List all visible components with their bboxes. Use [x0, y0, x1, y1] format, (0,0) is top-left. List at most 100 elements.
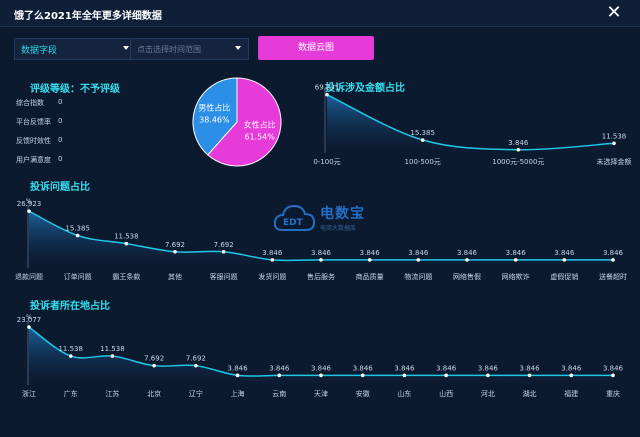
- rating-item-value: 0: [58, 155, 63, 163]
- data-point: [416, 258, 421, 262]
- data-label: 15.385: [410, 129, 435, 137]
- series-line: [326, 93, 615, 151]
- x-tick-label: 发货问题: [258, 272, 286, 281]
- data-point: [444, 373, 448, 378]
- logo-text: EDT: [283, 218, 304, 228]
- x-tick-label: 退款问题: [15, 272, 43, 281]
- area-fill: [29, 327, 613, 385]
- data-point: [486, 373, 490, 378]
- x-tick-label: 福建: [564, 389, 578, 398]
- data-point: [420, 138, 425, 142]
- rating-item-value: 0: [58, 136, 63, 144]
- data-label: 3.846: [228, 364, 249, 372]
- data-point: [110, 354, 115, 358]
- x-tick-label: 虚假促销: [550, 272, 578, 281]
- data-point: [277, 373, 282, 378]
- area-fill: [29, 211, 613, 268]
- data-label: 3.846: [508, 139, 529, 147]
- data-label: 7.692: [165, 241, 185, 249]
- x-tick-label: 山东: [397, 389, 411, 398]
- pie-slice: [192, 77, 238, 156]
- chevron-down-icon: [235, 46, 241, 50]
- rating-item-value: 0: [58, 98, 63, 106]
- data-label: 3.846: [506, 249, 527, 257]
- x-tick-label: 物流问题: [404, 272, 432, 281]
- x-tick-label: 1000元-5000元: [492, 158, 544, 166]
- watermark-name: 电数宝: [320, 206, 365, 222]
- y-unit-label: %: [26, 198, 32, 205]
- data-label: 3.846: [262, 249, 283, 257]
- y-unit-label: %: [26, 314, 32, 321]
- data-point: [612, 141, 616, 146]
- x-tick-label: 湖北: [523, 389, 537, 398]
- pie-slice: [207, 77, 282, 167]
- data-point: [562, 258, 567, 262]
- x-tick-label: 浙江: [22, 389, 36, 398]
- x-tick-label: 订单问题: [64, 272, 92, 281]
- x-tick-label: 辽宁: [189, 389, 203, 398]
- data-point: [68, 354, 73, 358]
- data-point: [402, 373, 407, 378]
- data-label: 7.692: [214, 241, 234, 249]
- pie-slice-label: 38.46%: [199, 115, 230, 124]
- data-label: 7.692: [144, 355, 164, 363]
- x-tick-label: 云南: [272, 389, 286, 398]
- rating-item-label: 反馈时效性: [16, 137, 51, 145]
- x-tick-label: 送餐超时: [599, 272, 627, 281]
- data-label: 3.846: [554, 249, 575, 257]
- data-label: 3.846: [520, 364, 541, 372]
- x-tick-label: 天津: [314, 390, 328, 398]
- data-label: 3.846: [408, 249, 429, 257]
- modal-titlebar: 饿了么2021年全年更多详细数据 ✕: [0, 0, 640, 27]
- data-label: 15.385: [65, 225, 90, 233]
- x-tick-label: 商品质量: [356, 272, 384, 281]
- rating-item-label: 用户满意度: [16, 156, 51, 164]
- watermark-logo: EDT 电数宝 电商大数据库: [272, 200, 382, 240]
- x-tick-label: 河北: [481, 390, 495, 398]
- data-label: 3.846: [311, 249, 332, 257]
- data-point: [235, 373, 240, 378]
- data-point: [152, 363, 156, 368]
- data-point: [465, 258, 469, 262]
- x-tick-label: 其他: [168, 272, 182, 281]
- data-point: [611, 258, 615, 262]
- data-point: [569, 373, 574, 378]
- data-point: [611, 373, 615, 378]
- data-point: [75, 233, 80, 238]
- cloud-chart-button[interactable]: 数据云图: [258, 36, 374, 60]
- x-tick-label: 广东: [64, 389, 78, 398]
- data-point: [221, 249, 226, 254]
- x-tick-label: 北京: [147, 389, 161, 398]
- amount-chart-title: 投诉涉及金额占比: [325, 83, 405, 94]
- chevron-down-icon: [123, 46, 129, 50]
- cloud-logo-icon: EDT: [273, 204, 316, 231]
- data-label: 26.923: [17, 200, 42, 208]
- pie-slice-name: 女性占比: [244, 120, 276, 130]
- data-point: [270, 258, 275, 262]
- x-tick-label: 山西: [439, 389, 453, 398]
- data-label: 11.538: [58, 345, 83, 353]
- dimension-select[interactable]: 数据字段: [14, 38, 131, 60]
- date-range-picker[interactable]: 点击选择时间范围: [130, 38, 249, 60]
- data-label: 3.846: [360, 249, 381, 257]
- dimension-select-value: 数据字段: [21, 46, 58, 56]
- rating-item-label: 平台反馈率: [16, 118, 51, 126]
- data-label: 11.538: [114, 233, 139, 241]
- x-tick-label: 网络欺诈: [502, 272, 530, 281]
- data-point: [27, 325, 31, 329]
- x-tick-label: 江苏: [105, 389, 119, 398]
- data-point: [367, 258, 372, 262]
- rating-item-label: 综合指数: [16, 99, 44, 107]
- location-chart-title: 投诉者所在地占比: [30, 301, 110, 312]
- data-point: [513, 258, 518, 262]
- modal-title: 饿了么2021年全年更多详细数据: [14, 11, 162, 22]
- data-point: [319, 258, 323, 262]
- data-label: 3.846: [561, 364, 582, 372]
- close-icon[interactable]: ✕: [606, 2, 622, 23]
- data-label: 3.846: [311, 364, 332, 372]
